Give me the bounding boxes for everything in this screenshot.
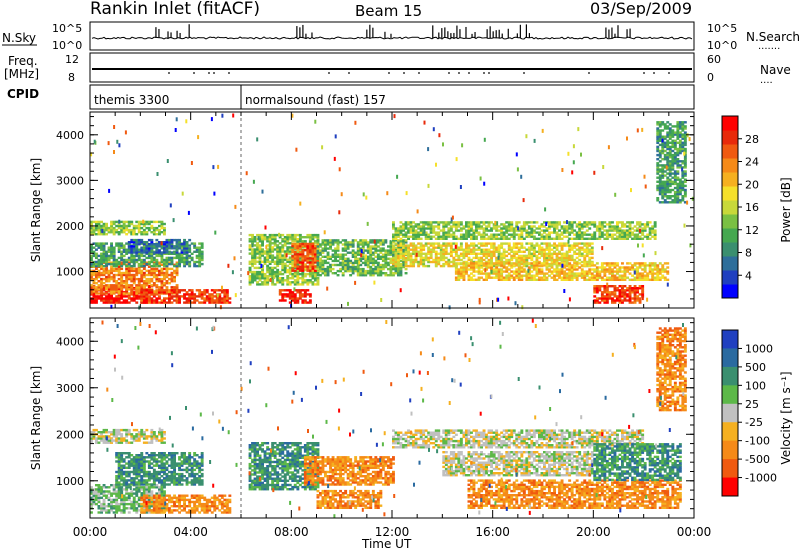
nsky-tick-bottom: 10^0: [52, 39, 82, 52]
x-tick-label: 20:00: [576, 525, 611, 539]
freq-dots: [93, 68, 690, 74]
cpid-mode-label: normalsound (fast) 157: [245, 93, 386, 107]
colorbar-tick: -500: [745, 453, 770, 466]
y-tick-label: 3000: [56, 174, 84, 187]
x-tick-label: 08:00: [274, 525, 309, 539]
nsky-trace: [91, 36, 693, 40]
beam-title: Beam 15: [355, 2, 422, 20]
colorbar-tick: 4: [745, 269, 752, 282]
freq-tick-top: 12: [65, 53, 79, 66]
power-colorbar: 4 8 12 16 20 24 28 Power [dB]: [721, 115, 793, 299]
x-tick-label: 00:00: [677, 525, 712, 539]
station-title: Rankin Inlet (fitACF): [90, 0, 260, 19]
colorbar-tick: 24: [745, 156, 759, 169]
svg-text:·······: ·······: [758, 44, 780, 55]
y-tick-label: 4000: [56, 335, 84, 348]
y-tick-label: 4000: [56, 129, 84, 142]
cpid-mode-label: themis 3300: [94, 93, 169, 107]
colorbar-tick: 500: [745, 361, 766, 374]
nave-tick-bottom: 0: [707, 71, 714, 84]
cpid-panel: [89, 84, 695, 110]
colorbar-tick: -1000: [745, 472, 777, 485]
date-title: 03/Sep/2009: [590, 0, 692, 18]
colorbar-tick: 12: [745, 224, 759, 237]
svg-text:····: ····: [760, 78, 773, 89]
colorbar-tick: -25: [745, 416, 763, 429]
power-panel: 1000 2000 3000 4000 Slant Range [km] 4 8 12 16 20…: [29, 111, 793, 310]
colorbar-tick: 16: [745, 201, 759, 214]
colorbar-tick: 100: [745, 379, 766, 392]
colorbar-tick: -100: [745, 435, 770, 448]
y-tick-label: 1000: [56, 475, 84, 488]
x-tick-label: 00:00: [73, 525, 108, 539]
x-axis-title: Time UT: [361, 537, 412, 551]
x-tick-label: 12:00: [375, 525, 410, 539]
nsearch-tick-bottom: 10^0: [707, 39, 737, 52]
y-tick-label: 3000: [56, 382, 84, 395]
velocity-y-axis-title: Slant Range [km]: [29, 366, 43, 470]
freq-tick-bottom: 8: [68, 71, 75, 84]
freq-panel: [89, 52, 695, 83]
freq-label: Freq.: [8, 54, 38, 68]
nsky-tick-top: 10^5: [52, 22, 82, 35]
y-tick-label: 2000: [56, 428, 84, 441]
colorbar-tick: 28: [745, 133, 759, 146]
power-y-axis-title: Slant Range [km]: [29, 158, 43, 262]
x-tick-label: 04:00: [173, 525, 208, 539]
velocity-cells: [90, 318, 687, 519]
nave-label: Nave: [760, 63, 791, 77]
y-tick-label: 1000: [56, 266, 84, 279]
colorbar-tick: 8: [745, 247, 752, 260]
cpid-modes: themis 3300 normalsound (fast) 157: [94, 85, 386, 109]
nsky-panel: [89, 21, 695, 51]
nsearch-tick-top: 10^5: [707, 22, 737, 35]
freq-unit: [MHz]: [4, 67, 39, 81]
power-colorbar-title: Power [dB]: [779, 177, 793, 242]
nsearch-label: N.Search: [746, 30, 800, 44]
power-cells: [90, 113, 694, 310]
nave-tick-top: 60: [707, 53, 721, 66]
x-axis-labels: 00:00 04:00 08:00 12:00 16:00 20:00 00:00: [73, 525, 712, 539]
colorbar-tick: 20: [745, 178, 759, 191]
cpid-label: CPID: [7, 87, 39, 101]
x-tick-label: 16:00: [475, 525, 510, 539]
colorbar-tick: 25: [745, 398, 759, 411]
y-tick-label: 2000: [56, 220, 84, 233]
velocity-colorbar-title: Velocity [m s⁻¹]: [779, 371, 793, 464]
colorbar-tick: 1000: [745, 342, 773, 355]
nsky-spikes: [155, 24, 631, 38]
nsky-label: N.Sky: [2, 31, 36, 45]
